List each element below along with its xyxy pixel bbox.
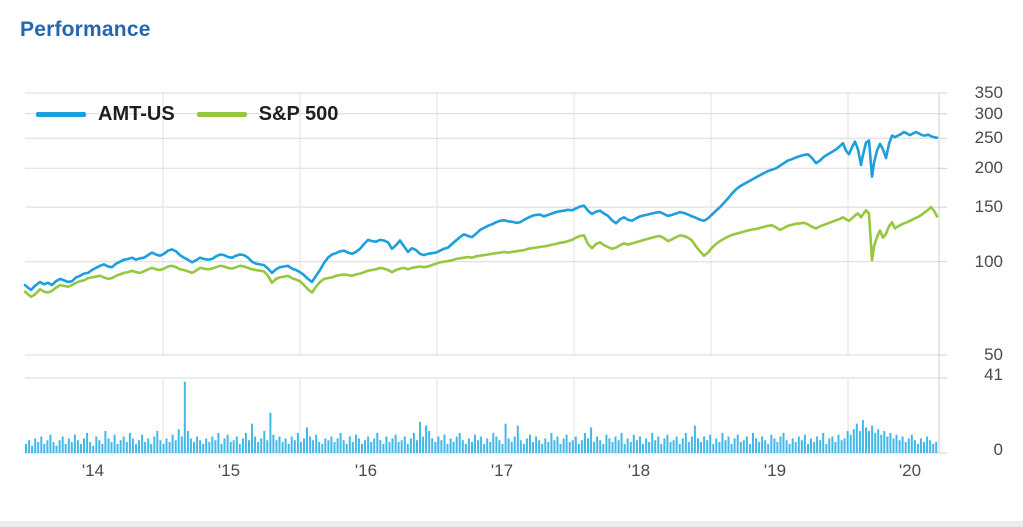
y-axis-tick-label: 200 bbox=[974, 158, 1003, 177]
y-axis-tick-label: 150 bbox=[974, 197, 1003, 216]
y-axis-tick-label: 50 bbox=[984, 345, 1003, 364]
x-axis-year-label: '16 bbox=[354, 461, 378, 480]
x-axis-year-label: '18 bbox=[627, 461, 651, 480]
right-axis bbox=[938, 92, 947, 454]
x-axis-year-label: '14 bbox=[81, 461, 105, 480]
sp500-line bbox=[23, 205, 939, 299]
price-gridlines bbox=[25, 92, 939, 356]
legend-item-amt-us[interactable]: AMT-US bbox=[36, 103, 175, 126]
chart-legend: AMT-US S&P 500 bbox=[36, 103, 338, 126]
y-axis-tick-label: 350 bbox=[974, 83, 1003, 102]
y-axis-tick-label: 250 bbox=[974, 128, 1003, 147]
x-axis-year-label: '17 bbox=[490, 461, 514, 480]
y-axis-tick-label: 100 bbox=[974, 252, 1003, 271]
page-title: Performance bbox=[20, 18, 151, 41]
amt-us-line-swatch-icon bbox=[36, 112, 86, 117]
amt-us-line bbox=[23, 130, 939, 292]
legend-label-sp500: S&P 500 bbox=[258, 103, 339, 125]
x-axis-year-label: '15 bbox=[217, 461, 241, 480]
volume-axis-tick-label: 0 bbox=[993, 440, 1003, 459]
bottom-divider bbox=[0, 521, 1023, 527]
sp500-line-swatch-icon bbox=[196, 112, 247, 117]
year-gridlines bbox=[162, 93, 849, 453]
legend-item-sp500[interactable]: S&P 500 bbox=[196, 103, 339, 126]
y-axis-tick-label: 300 bbox=[974, 104, 1003, 123]
volume-axis-tick-label: 41 bbox=[984, 365, 1003, 384]
legend-label-amt-us: AMT-US bbox=[98, 103, 175, 125]
x-axis-year-label: '20 bbox=[898, 461, 922, 480]
x-axis-year-label: '19 bbox=[763, 461, 787, 480]
volume-bars bbox=[25, 381, 938, 453]
